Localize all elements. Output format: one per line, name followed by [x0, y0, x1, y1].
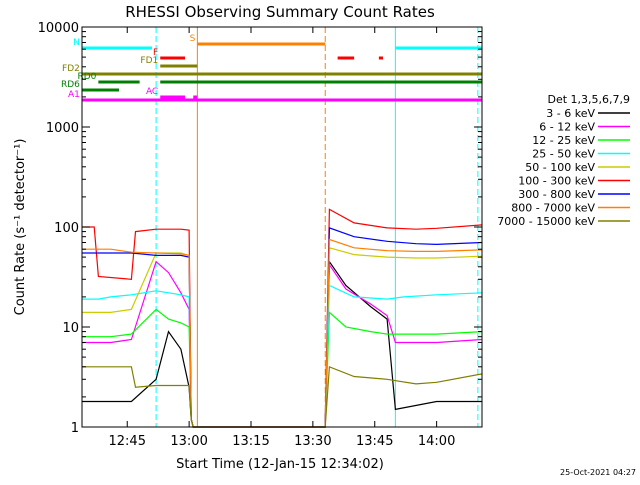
series-line-8: [81, 365, 483, 428]
flag-label-3: FD1: [140, 56, 158, 66]
flag-label-5: RD0: [77, 72, 96, 82]
x-tick-label-1: 13:00: [170, 434, 207, 449]
legend-label-6: 300 - 800 keV: [518, 188, 595, 201]
flag-label-2: F: [153, 48, 158, 58]
flag-label-6: RD6: [61, 80, 80, 90]
x-axis-label: Start Time (12-Jan-15 12:34:02): [176, 457, 384, 472]
y-tick-label-0: 1: [71, 421, 79, 436]
y-tick-label-2: 100: [54, 221, 79, 236]
legend-label-4: 50 - 100 keV: [525, 161, 595, 174]
legend-label-5: 100 - 300 keV: [518, 175, 595, 188]
y-tick-label-3: 1000: [46, 121, 79, 136]
flag-label-4: FD2: [62, 64, 80, 74]
legend-label-8: 7000 - 15000 keV: [497, 215, 595, 228]
legend-title: Det 1,3,5,6,7,9: [547, 93, 630, 106]
y-tick-label-4: 10000: [38, 21, 79, 36]
x-tick-label-4: 13:45: [356, 434, 393, 449]
legend-label-7: 800 - 7000 keV: [511, 202, 595, 215]
legend-label-3: 25 - 50 keV: [532, 148, 595, 161]
flag-label-0: N: [73, 38, 80, 48]
chart-title: RHESSI Observing Summary Count Rates: [125, 3, 435, 21]
plot-frame: [81, 26, 483, 428]
x-tick-label-3: 13:30: [294, 434, 331, 449]
x-tick-label-2: 13:15: [232, 434, 269, 449]
x-tick-label-0: 12:45: [109, 434, 146, 449]
plot-timestamp: 25-Oct-2021 04:27: [560, 468, 636, 477]
y-axis-label: Count Rate (s⁻¹ detector⁻¹): [13, 139, 28, 316]
axes-layer: 12:45 13:00 13:15 13:30 13:45 14:00 1 10 100 1000…: [38, 21, 482, 449]
legend-label-0: 3 - 6 keV: [546, 107, 595, 120]
flag-label-8: AC: [146, 87, 158, 97]
legend-label-2: 12 - 25 keV: [532, 134, 595, 147]
flag-label-7: A1: [68, 90, 80, 100]
x-tick-label-5: 14:00: [418, 434, 455, 449]
y-tick-label-1: 10: [62, 321, 79, 336]
legend-label-1: 6 - 12 keV: [539, 121, 595, 134]
flag-label-1: S: [190, 34, 196, 44]
